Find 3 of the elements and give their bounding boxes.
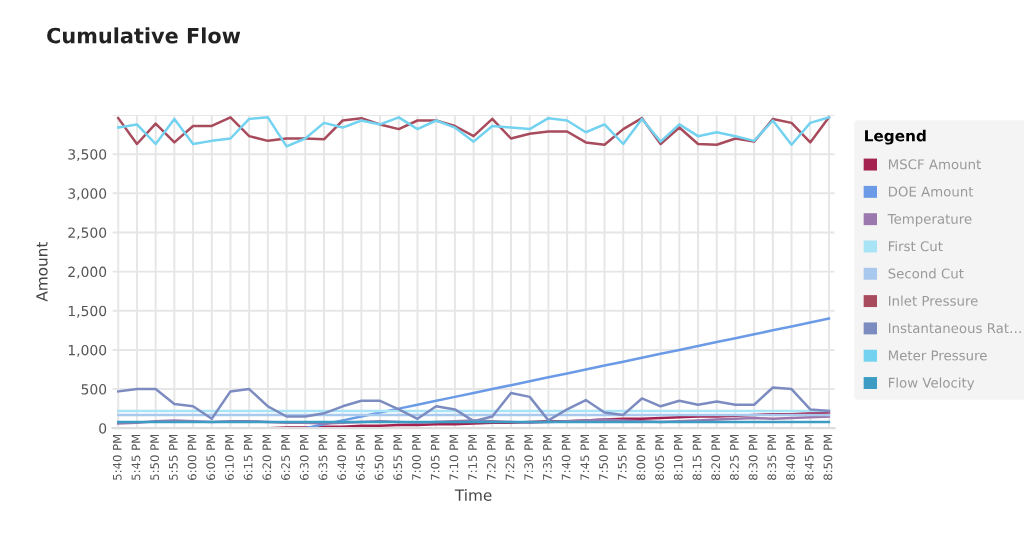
chart-title: Cumulative Flow bbox=[47, 27, 241, 44]
line-series bbox=[304, 317, 831, 429]
line-series bbox=[117, 386, 831, 423]
